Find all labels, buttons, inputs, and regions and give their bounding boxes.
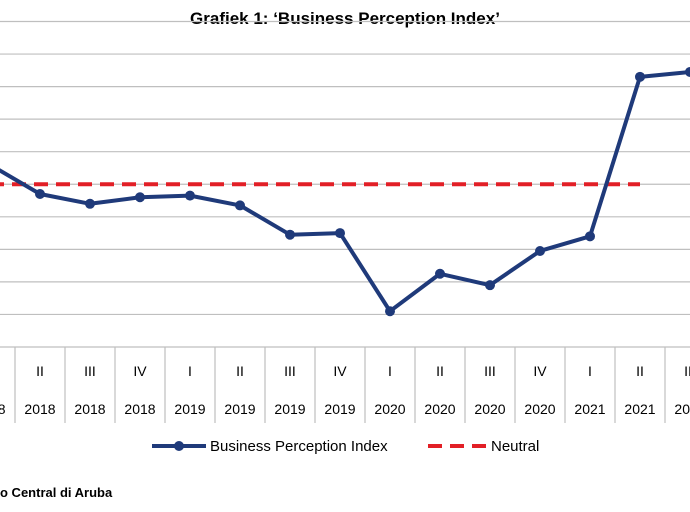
bpi-point <box>385 306 395 317</box>
bpi-point <box>85 198 95 209</box>
x-tick-year: 2021 <box>574 401 605 417</box>
x-tick-year: 2018 <box>74 401 105 417</box>
bpi-point <box>485 280 495 291</box>
chart-title: Grafiek 1: ‘Business Perception Index’ <box>190 9 500 28</box>
series-layer <box>0 66 690 317</box>
x-tick-year: 2018 <box>24 401 55 417</box>
x-tick-quarter: I <box>388 363 392 379</box>
x-tick-quarter: III <box>484 363 496 379</box>
bpi-point <box>635 71 645 82</box>
x-tick-year: 2020 <box>424 401 455 417</box>
x-tick-year: 2020 <box>524 401 555 417</box>
legend-bpi-marker <box>174 441 184 451</box>
x-tick-quarter: II <box>636 363 644 379</box>
x-tick-quarter: III <box>84 363 96 379</box>
x-tick-quarter: IV <box>133 363 147 379</box>
bpi-point <box>585 231 595 242</box>
source-note: o Central di Aruba <box>0 485 113 500</box>
bpi-point <box>435 268 445 279</box>
x-tick-quarter: III <box>284 363 296 379</box>
x-tick-quarter: IV <box>333 363 347 379</box>
x-axis: I2018II2018III2018IV2018I2019II2019III20… <box>0 347 690 423</box>
x-tick-quarter: IV <box>533 363 547 379</box>
bpi-point <box>335 228 345 239</box>
x-tick-year: 2019 <box>274 401 305 417</box>
bpi-point <box>35 189 45 200</box>
x-tick-quarter: I <box>188 363 192 379</box>
x-tick-year: 2018 <box>124 401 155 417</box>
x-tick-quarter: II <box>436 363 444 379</box>
x-tick-quarter: III <box>684 363 690 379</box>
bpi-point <box>135 192 145 203</box>
x-tick-year: 2018 <box>0 401 6 417</box>
x-tick-year: 2021 <box>624 401 655 417</box>
x-tick-quarter: II <box>36 363 44 379</box>
x-tick-quarter: I <box>588 363 592 379</box>
x-tick-year: 2021 <box>674 401 690 417</box>
bpi-point <box>535 245 545 256</box>
bpi-point <box>285 229 295 240</box>
x-tick-year: 2019 <box>324 401 355 417</box>
legend-bpi-label: Business Perception Index <box>210 438 388 455</box>
bpi-point <box>685 66 690 77</box>
legend-neutral-label: Neutral <box>491 438 539 455</box>
series-bpi-line <box>0 69 690 314</box>
x-tick-year: 2020 <box>374 401 405 417</box>
x-tick-year: 2019 <box>174 401 205 417</box>
legend: Business Perception Index Neutral <box>152 438 539 455</box>
bpi-point <box>185 190 195 201</box>
x-tick-quarter: II <box>236 363 244 379</box>
x-tick-year: 2020 <box>474 401 505 417</box>
x-tick-year: 2019 <box>224 401 255 417</box>
bpi-point <box>235 200 245 211</box>
